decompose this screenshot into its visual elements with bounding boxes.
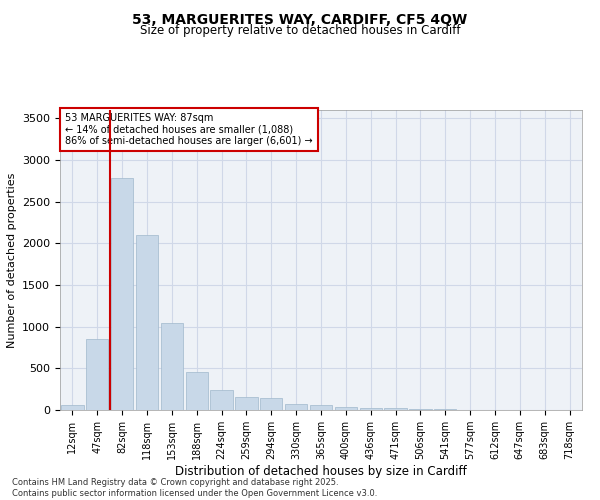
Text: 53 MARGUERITES WAY: 87sqm
← 14% of detached houses are smaller (1,088)
86% of se: 53 MARGUERITES WAY: 87sqm ← 14% of detac… bbox=[65, 113, 313, 146]
Bar bbox=[235, 397, 257, 410]
Text: Size of property relative to detached houses in Cardiff: Size of property relative to detached ho… bbox=[140, 24, 460, 37]
Y-axis label: Number of detached properties: Number of detached properties bbox=[7, 172, 17, 348]
Bar bbox=[86, 339, 109, 410]
Bar bbox=[211, 390, 233, 410]
Bar bbox=[335, 406, 357, 410]
Bar bbox=[260, 398, 283, 410]
X-axis label: Distribution of detached houses by size in Cardiff: Distribution of detached houses by size … bbox=[175, 465, 467, 478]
Bar bbox=[161, 324, 183, 410]
Bar bbox=[185, 372, 208, 410]
Bar bbox=[409, 409, 431, 410]
Bar bbox=[136, 235, 158, 410]
Bar bbox=[359, 408, 382, 410]
Bar bbox=[61, 406, 83, 410]
Bar bbox=[285, 404, 307, 410]
Bar bbox=[310, 406, 332, 410]
Bar bbox=[111, 178, 133, 410]
Text: Contains HM Land Registry data © Crown copyright and database right 2025.
Contai: Contains HM Land Registry data © Crown c… bbox=[12, 478, 377, 498]
Text: 53, MARGUERITES WAY, CARDIFF, CF5 4QW: 53, MARGUERITES WAY, CARDIFF, CF5 4QW bbox=[133, 12, 467, 26]
Bar bbox=[385, 408, 407, 410]
